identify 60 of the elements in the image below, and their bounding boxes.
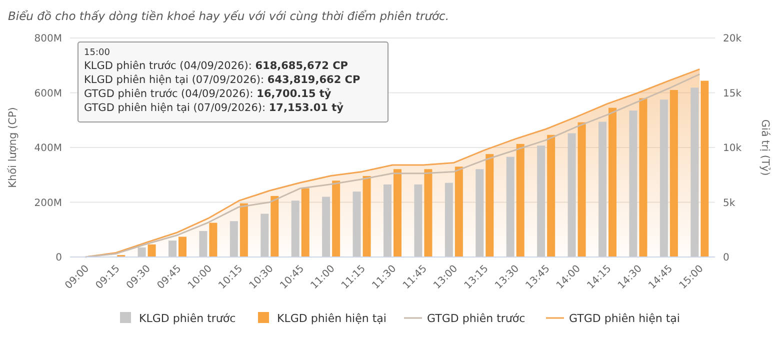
y-axis-title: Khối lượng (CP) <box>7 107 19 188</box>
bar <box>362 176 371 257</box>
y-tick-label: 800M <box>34 34 62 44</box>
bar <box>260 214 269 257</box>
bar <box>424 169 432 257</box>
bar <box>414 184 422 257</box>
y2-tick-label: 10k <box>723 143 742 154</box>
bar <box>506 156 514 257</box>
bar <box>578 122 586 257</box>
bar <box>444 182 453 257</box>
bar <box>690 88 699 257</box>
bar <box>301 188 310 257</box>
bar <box>230 221 238 257</box>
bar <box>454 166 463 257</box>
legend-label: KLGD phiên trước <box>139 312 236 325</box>
bar <box>608 108 616 257</box>
bar <box>537 146 546 257</box>
y2-tick-label: 5k <box>723 198 736 209</box>
annotation: KLGD phiên trước (04/09/2026): 618,685,672 CP <box>84 60 348 72</box>
bar <box>209 222 218 257</box>
annotation: GTGD phiên trước (04/09/2026): 16,700.15 tỷ <box>84 88 332 100</box>
y2-tick-label: 15k <box>723 88 742 100</box>
bar <box>322 196 330 257</box>
bar <box>476 169 484 257</box>
bar <box>660 100 668 257</box>
bar <box>291 200 300 257</box>
bar <box>598 122 606 257</box>
y2-axis-title: Giá trị (Tỷ) <box>759 119 771 176</box>
legend-label: GTGD phiên trước <box>427 312 526 325</box>
bar <box>270 196 279 257</box>
y2-tick-label: 0 <box>723 252 730 264</box>
bar <box>486 154 494 257</box>
bar <box>352 192 361 257</box>
y-tick-label: 600M <box>34 88 62 100</box>
bar <box>384 184 392 257</box>
bar <box>547 134 556 257</box>
bar <box>639 98 648 257</box>
bar <box>138 247 146 257</box>
bar <box>516 144 524 257</box>
bar <box>670 90 678 257</box>
bar <box>700 80 709 257</box>
y2-tick-label: 20k <box>723 34 742 44</box>
y-tick-label: 400M <box>34 143 62 154</box>
legend-label: GTGD phiên hiện tại <box>569 312 680 325</box>
bar <box>148 244 156 257</box>
bar <box>629 110 638 257</box>
bar <box>568 133 576 257</box>
bar <box>168 240 176 257</box>
chart-title: Biểu đồ cho thấy dòng tiền khoẻ hay yếu với với cùng thời điểm phiên trước. <box>8 9 450 23</box>
bar <box>394 169 402 257</box>
y-tick-label: 0 <box>56 252 62 264</box>
bar <box>199 230 208 257</box>
bar <box>178 236 186 257</box>
bar <box>240 203 248 257</box>
annotation: 15:00 <box>84 48 110 58</box>
legend-label: KLGD phiên hiện tại <box>277 312 386 325</box>
y-tick-label: 200M <box>34 198 62 209</box>
annotation: GTGD phiên hiện tại (07/09/2026): 17,153.01 tỷ <box>84 102 344 114</box>
annotation: KLGD phiên hiện tại (07/09/2026): 643,819,662 CP <box>84 74 360 86</box>
bar <box>332 180 340 257</box>
